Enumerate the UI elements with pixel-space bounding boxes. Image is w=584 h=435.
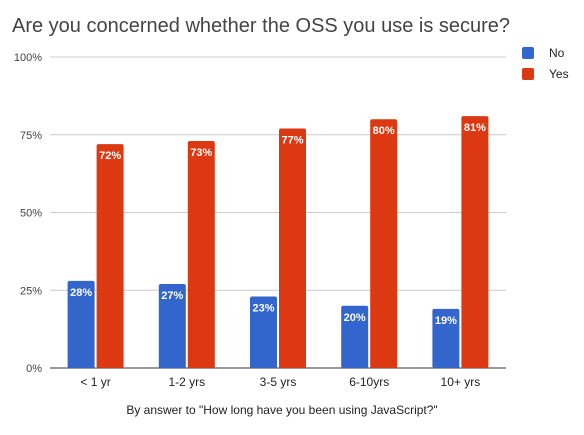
gridlines bbox=[50, 56, 506, 369]
bar-yes bbox=[461, 116, 489, 368]
bar-no bbox=[341, 305, 369, 368]
data-labels: 28% 72% 27% 73% 23% 77% 20% 80% 19% 81% bbox=[70, 122, 486, 327]
bar-yes bbox=[370, 119, 398, 368]
y-tick-label: 0% bbox=[26, 363, 42, 375]
bar-no bbox=[158, 284, 186, 368]
data-label: 80% bbox=[373, 125, 395, 137]
legend: No Yes bbox=[522, 46, 569, 81]
legend-swatch-no bbox=[522, 47, 534, 59]
data-label: 73% bbox=[190, 147, 212, 159]
data-label: 77% bbox=[281, 135, 303, 147]
bar-no bbox=[67, 280, 95, 368]
x-axis-tick-labels: < 1 yr 1-2 yrs 3-5 yrs 6-10yrs 10+ yrs bbox=[80, 375, 480, 389]
y-tick-label: 75% bbox=[20, 130, 42, 142]
legend-label-no: No bbox=[549, 46, 565, 60]
data-label: 81% bbox=[464, 122, 486, 134]
data-label: 28% bbox=[70, 287, 92, 299]
x-axis-title: By answer to "How long have you been usi… bbox=[126, 403, 437, 417]
x-tick-label: < 1 yr bbox=[80, 375, 110, 389]
bar-yes bbox=[187, 140, 215, 368]
data-label: 27% bbox=[161, 290, 183, 302]
x-tick-label: 6-10yrs bbox=[349, 375, 389, 389]
x-tick-label: 3-5 yrs bbox=[260, 375, 297, 389]
bar-no bbox=[432, 308, 460, 368]
data-label: 20% bbox=[344, 312, 366, 324]
y-tick-label: 25% bbox=[20, 285, 42, 297]
legend-swatch-yes bbox=[522, 68, 534, 80]
bar-yes bbox=[279, 128, 306, 368]
data-label: 19% bbox=[435, 315, 457, 327]
bars bbox=[67, 116, 489, 368]
x-tick-label: 1-2 yrs bbox=[168, 375, 205, 389]
x-tick-label: 10+ yrs bbox=[441, 375, 481, 389]
legend-label-yes: Yes bbox=[549, 67, 569, 81]
data-label: 23% bbox=[252, 302, 274, 314]
y-axis-tick-labels: 0% 25% 50% 75% 100% bbox=[14, 52, 42, 375]
bar-yes bbox=[96, 144, 124, 368]
y-tick-label: 50% bbox=[20, 208, 42, 220]
bar-no bbox=[250, 296, 277, 368]
y-tick-label: 100% bbox=[14, 52, 42, 64]
data-label: 72% bbox=[99, 150, 121, 162]
chart-title: Are you concerned whether the OSS you us… bbox=[12, 15, 510, 37]
